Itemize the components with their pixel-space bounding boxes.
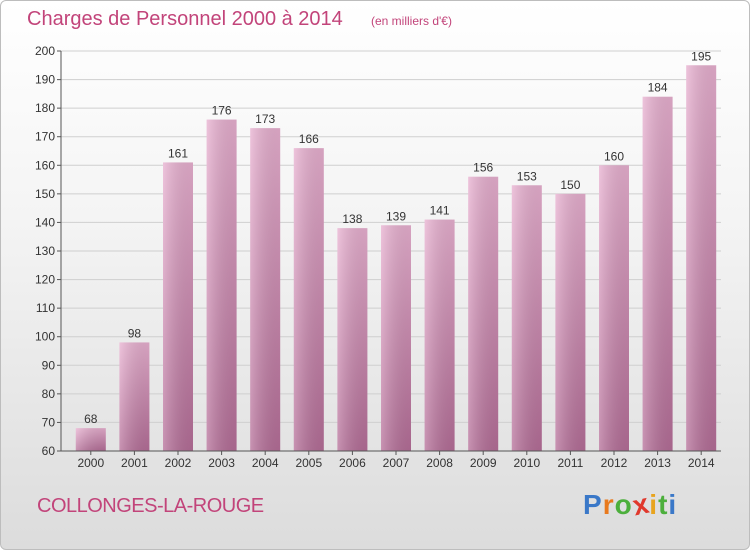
bar-shade: [75, 428, 106, 451]
y-tick-label: 130: [35, 244, 55, 258]
y-tick-label: 120: [35, 273, 55, 287]
bar-value-label: 176: [212, 104, 232, 118]
x-tick-label: 2009: [470, 456, 497, 470]
y-tick-label: 180: [35, 101, 55, 115]
y-tick-label: 190: [35, 73, 55, 87]
bar-shade: [642, 96, 673, 451]
x-tick-label: 2006: [339, 456, 366, 470]
logo-letter: o: [614, 489, 633, 520]
x-tick-label: 2000: [77, 456, 104, 470]
bar-shade: [511, 185, 542, 452]
chart-subtitle: (en milliers d'€): [371, 14, 452, 28]
bar-value-label: 138: [342, 212, 362, 226]
x-tick-label: 2013: [644, 456, 671, 470]
bar-shade: [468, 176, 499, 451]
x-tick-label: 2005: [295, 456, 322, 470]
y-tick-label: 90: [42, 358, 56, 372]
bar-shade: [119, 342, 150, 451]
bar-shade: [163, 162, 193, 451]
bar-shade: [206, 119, 237, 452]
y-tick-label: 60: [42, 444, 56, 458]
logo-letter: i: [668, 489, 678, 520]
logo-letter: P: [583, 489, 603, 520]
bar-shade: [599, 165, 629, 452]
y-tick-label: 150: [35, 187, 55, 201]
bar-shade: [555, 193, 586, 451]
bar-shade: [424, 219, 455, 451]
x-tick-label: 2003: [208, 456, 235, 470]
x-tick-label: 2008: [426, 456, 453, 470]
bar-shade: [337, 228, 368, 451]
bar-value-label: 161: [168, 146, 188, 160]
x-tick-label: 2004: [252, 456, 279, 470]
bar-layer: 68 98 161 176 173 166 138 139 141 156 153 150 160 184…: [75, 49, 717, 452]
x-tick-label: 2011: [557, 456, 583, 470]
proxiti-logo[interactable]: Proxiti: [583, 488, 678, 522]
bar-value-label: 150: [560, 178, 580, 192]
y-tick-label: 110: [36, 301, 55, 315]
bar-value-label: 153: [517, 169, 537, 183]
bar-value-label: 184: [648, 81, 668, 95]
y-tick-label: 160: [35, 158, 55, 172]
bar-value-label: 160: [604, 149, 624, 163]
commune-name: COLLONGES-LA-ROUGE: [37, 495, 264, 517]
logo-letter: r: [602, 489, 615, 520]
bar-value-label: 141: [430, 204, 450, 218]
logo-letter: i: [649, 489, 659, 520]
x-tick-label: 2014: [688, 456, 715, 470]
bar-shade: [293, 148, 324, 451]
y-tick-label: 70: [42, 415, 56, 429]
y-tick-label: 170: [35, 130, 55, 144]
bar-value-label: 156: [473, 161, 493, 175]
y-tick-label: 80: [42, 387, 56, 401]
x-tick-label: 2007: [383, 456, 410, 470]
y-tick-label: 100: [35, 330, 55, 344]
bar-value-label: 173: [255, 112, 275, 126]
bar-shade: [250, 128, 281, 451]
bar-value-label: 98: [128, 326, 142, 340]
logo-letter: t: [658, 489, 669, 520]
x-tick-label: 2001: [121, 456, 148, 470]
y-tick-label: 140: [35, 215, 55, 229]
chart-title: Charges de Personnel 2000 à 2014: [27, 8, 343, 30]
y-tick-label: 200: [35, 44, 55, 58]
x-tick-label: 2010: [513, 456, 540, 470]
bar-value-label: 139: [386, 209, 406, 223]
axis-layer: 60 70 80 90 100 110 120 130 140 150 160 170 180 190 20…: [35, 44, 721, 470]
bar-value-label: 166: [299, 132, 319, 146]
bar-value-label: 195: [691, 49, 711, 63]
bar-value-label: 68: [84, 412, 98, 426]
x-tick-label: 2002: [165, 456, 192, 470]
x-tick-label: 2012: [601, 456, 628, 470]
bar-shade: [381, 225, 411, 451]
bar-shade: [686, 65, 717, 452]
